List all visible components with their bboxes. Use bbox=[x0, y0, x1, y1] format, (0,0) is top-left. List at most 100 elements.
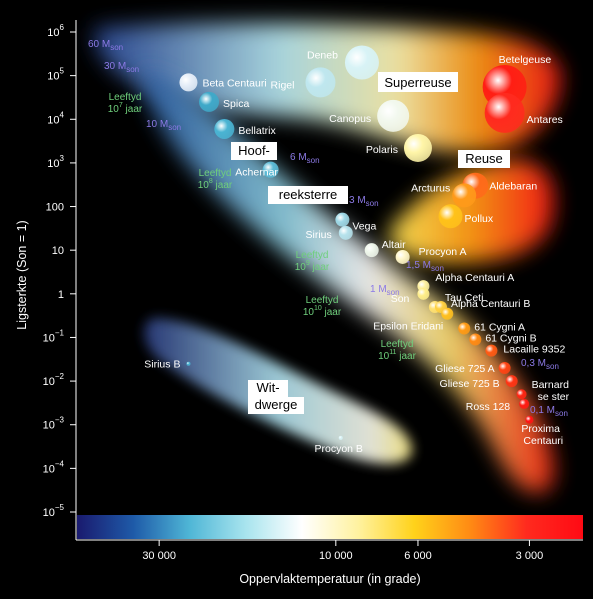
x-tick-label: 6 000 bbox=[404, 550, 432, 562]
mass-label: 1 Mson bbox=[370, 284, 400, 297]
star-61-cygni-b bbox=[469, 333, 482, 346]
star-label: Aldebaran bbox=[489, 181, 537, 193]
star-label: Ross 128 bbox=[466, 401, 511, 413]
mass-label: 3 Mson bbox=[349, 195, 379, 208]
star-label: Canopus bbox=[329, 113, 371, 125]
age-label: Leeftyd bbox=[109, 92, 142, 103]
star-procyon-a bbox=[395, 249, 410, 264]
age-label: Leeftyd bbox=[306, 295, 339, 306]
y-tick-label: 10−2 bbox=[43, 372, 65, 388]
region-label: Hoof- bbox=[238, 143, 270, 158]
star-label: Rigel bbox=[271, 79, 295, 91]
star-label: Gliese 725 A bbox=[435, 363, 495, 375]
star-label: 61 Cygni B bbox=[485, 332, 536, 344]
star-label: Alpha Centauri A bbox=[435, 272, 514, 284]
star-label: Son bbox=[391, 293, 410, 305]
region-label-box bbox=[268, 186, 348, 204]
stars: Deneb Rigel Beta Centauri Spica Canopus Bella… bbox=[144, 45, 570, 455]
star-label: Sirius B bbox=[144, 359, 180, 371]
y-tick-label: 106 bbox=[47, 23, 64, 39]
x-axis-title: Oppervlaktemperatuur (in grade) bbox=[239, 572, 420, 586]
star-bellatrix bbox=[214, 118, 235, 139]
star-label: Bellatrix bbox=[238, 125, 276, 137]
mass-label: 10 Mson bbox=[146, 119, 181, 132]
colorbar bbox=[77, 515, 583, 539]
main-sequence-band bbox=[140, 70, 555, 493]
star-rigel bbox=[305, 67, 336, 98]
region-label: Superreuse bbox=[384, 75, 451, 90]
star-epsilon-eridani bbox=[441, 307, 454, 320]
star-label: Barnard se ster bbox=[532, 379, 570, 403]
annotations: Superreuse Reuse Hoof-reeksterre Wit-dwerge… bbox=[88, 39, 568, 418]
age-label: 108 jaar bbox=[198, 178, 233, 191]
x-tick-label: 10 000 bbox=[319, 550, 353, 562]
star-arcturus bbox=[452, 183, 477, 208]
star-label: Spica bbox=[223, 98, 249, 110]
mass-label: 0,3 Mson bbox=[521, 358, 559, 371]
star-61-cygni-a bbox=[458, 322, 471, 335]
y-tick-label: 10−1 bbox=[43, 328, 65, 344]
star-gliese-725-a bbox=[498, 361, 511, 374]
region-label: Wit- bbox=[256, 380, 279, 395]
region-label: dwerge bbox=[255, 397, 298, 412]
star-label: Lacaille 9352 bbox=[503, 344, 565, 356]
age-label: 1011 jaar bbox=[378, 349, 417, 362]
star-proxima-centauri bbox=[525, 415, 534, 424]
y-tick-label: 104 bbox=[47, 110, 64, 126]
star-spica bbox=[199, 91, 220, 112]
star-label: Alpha Centauri B bbox=[451, 298, 530, 310]
star-beta-centauri bbox=[179, 73, 198, 92]
star-label: Deneb bbox=[307, 50, 338, 62]
star-label: Sirius bbox=[305, 229, 331, 241]
star-canopus bbox=[377, 99, 410, 132]
star-label: Beta Centauri bbox=[202, 77, 266, 89]
star-label: Achernar bbox=[235, 167, 278, 179]
star-label: Pollux bbox=[465, 213, 494, 225]
y-tick-label: 10−3 bbox=[43, 416, 65, 432]
y-tick-label: 105 bbox=[47, 67, 64, 83]
star-vega bbox=[335, 212, 350, 227]
star-label: Proxima Centauri bbox=[521, 423, 563, 447]
age-label: 1010 jaar bbox=[303, 305, 342, 318]
age-label: 107 jaar bbox=[108, 102, 143, 115]
star-label: Betelgeuse bbox=[499, 54, 552, 66]
star-label: Procyon B bbox=[314, 443, 362, 455]
y-tick-label: 10−5 bbox=[43, 503, 65, 519]
star-deneb bbox=[344, 45, 379, 80]
star-antares bbox=[484, 92, 525, 133]
y-tick-label: 1 bbox=[58, 289, 64, 301]
mass-label: 6 Mson bbox=[290, 152, 320, 165]
star-son bbox=[417, 287, 430, 300]
giant-band bbox=[389, 160, 554, 263]
region-label-box bbox=[378, 72, 458, 92]
region-label-box bbox=[248, 380, 288, 397]
y-tick-label: 103 bbox=[47, 154, 64, 170]
star-gliese-725-b bbox=[505, 375, 518, 388]
star-label: 61 Cygni A bbox=[474, 322, 525, 334]
y-tick-label: 10−4 bbox=[43, 459, 65, 475]
star-barnard-se-ster bbox=[516, 389, 527, 400]
star-label: Altair bbox=[382, 239, 406, 251]
region-label-box bbox=[231, 142, 277, 160]
y-axis-title: Ligsterkte (Son = 1) bbox=[15, 220, 29, 329]
mass-label: 0,1 Mson bbox=[530, 405, 568, 418]
star-sirius bbox=[338, 225, 353, 240]
star-label: Antares bbox=[527, 114, 563, 126]
star-label: Epsilon Eridani bbox=[373, 321, 443, 333]
star-label: Tau Ceti bbox=[445, 292, 484, 304]
axes bbox=[75, 20, 583, 541]
y-tick-label: 100 bbox=[46, 202, 64, 214]
star-label: Polaris bbox=[366, 144, 398, 156]
region-label: Reuse bbox=[465, 151, 503, 166]
star-pollux bbox=[438, 204, 463, 229]
x-tick-label: 3 000 bbox=[516, 550, 544, 562]
mass-label: 60 Mson bbox=[88, 39, 123, 52]
mass-label: 30 Mson bbox=[104, 61, 139, 74]
age-label: Leeftyd bbox=[381, 339, 414, 350]
star-lacaille-9352 bbox=[485, 344, 498, 357]
star-sirius-b bbox=[186, 361, 191, 366]
mass-label: 1,5 Mson bbox=[406, 260, 444, 273]
star-altair bbox=[364, 243, 379, 258]
